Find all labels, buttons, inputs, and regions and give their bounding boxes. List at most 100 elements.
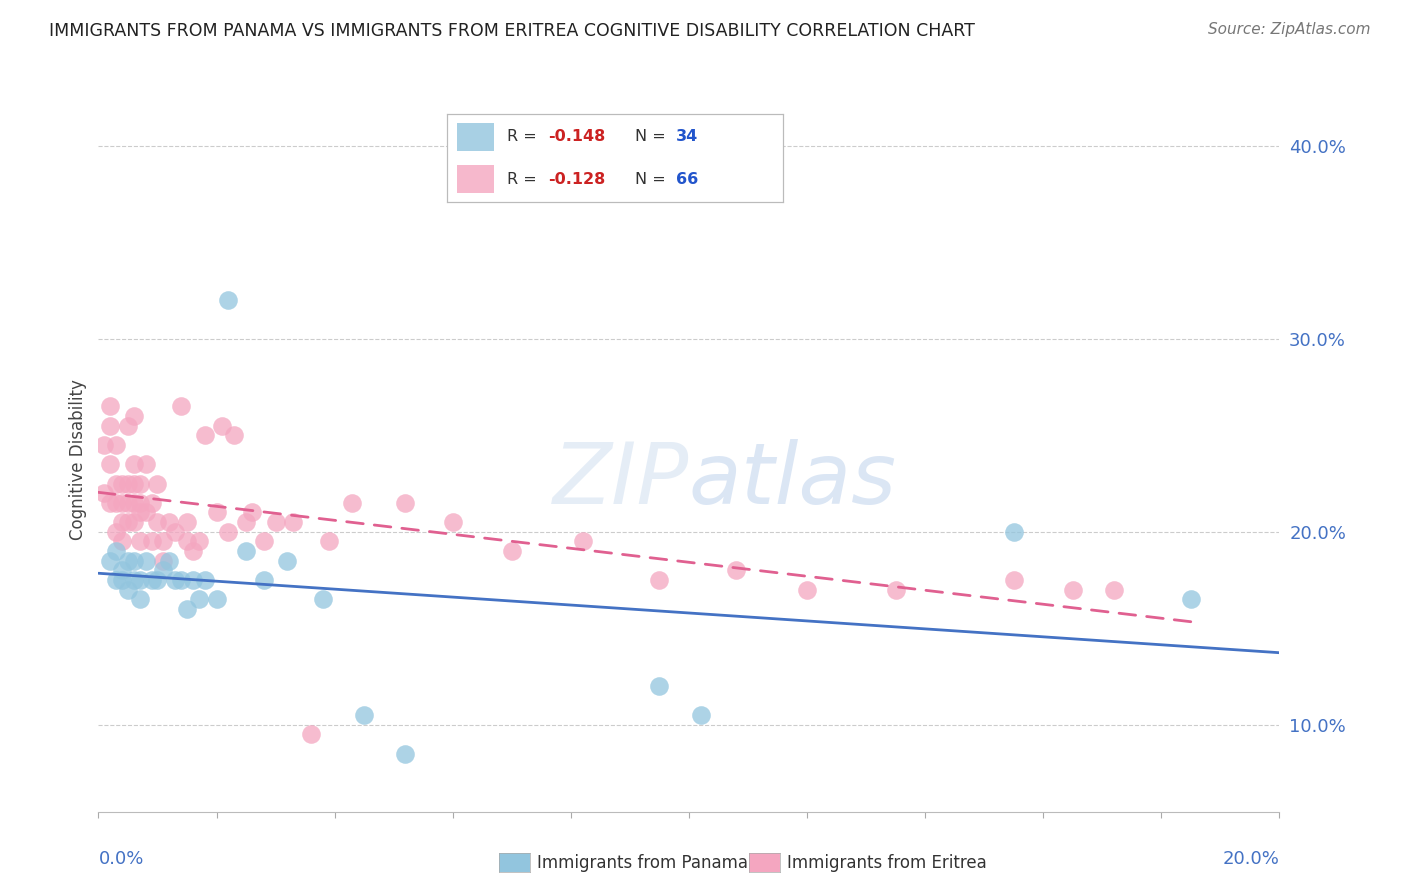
Point — [235, 515, 257, 529]
Point — [122, 573, 145, 587]
Point — [117, 476, 139, 491]
Point — [187, 534, 209, 549]
Text: Immigrants from Panama: Immigrants from Panama — [537, 854, 748, 871]
Point — [146, 476, 169, 491]
Point — [181, 573, 204, 587]
Point — [105, 573, 128, 587]
Point — [441, 515, 464, 529]
Point — [157, 515, 180, 529]
Point — [1002, 573, 1025, 587]
Point — [187, 592, 209, 607]
Point — [205, 506, 228, 520]
Point — [217, 293, 239, 307]
Point — [1180, 592, 1202, 607]
Point — [105, 544, 128, 558]
Point — [318, 534, 340, 549]
Point — [117, 418, 139, 433]
Point — [394, 496, 416, 510]
Point — [165, 573, 187, 587]
Point — [128, 534, 150, 549]
Point — [264, 515, 287, 529]
Point — [152, 534, 174, 549]
Point — [176, 534, 198, 549]
Point — [117, 496, 139, 510]
Point — [141, 496, 163, 510]
Point — [253, 573, 276, 587]
Point — [98, 418, 121, 433]
Point — [235, 544, 257, 558]
Point — [176, 515, 198, 529]
Point — [152, 554, 174, 568]
Point — [157, 554, 180, 568]
Point — [117, 515, 139, 529]
Point — [141, 534, 163, 549]
Point — [571, 534, 593, 549]
Point — [122, 476, 145, 491]
Text: Source: ZipAtlas.com: Source: ZipAtlas.com — [1208, 22, 1371, 37]
Point — [240, 506, 263, 520]
Point — [146, 573, 169, 587]
Point — [111, 515, 134, 529]
Point — [1002, 524, 1025, 539]
Point — [111, 496, 134, 510]
Point — [283, 515, 305, 529]
Point — [135, 457, 157, 471]
Point — [299, 727, 322, 741]
Text: 0.0%: 0.0% — [98, 850, 143, 869]
Point — [152, 563, 174, 577]
Point — [884, 582, 907, 597]
Point — [93, 438, 115, 452]
Point — [105, 476, 128, 491]
Point — [98, 496, 121, 510]
Point — [501, 544, 523, 558]
Point — [141, 573, 163, 587]
Point — [122, 515, 145, 529]
Point — [205, 592, 228, 607]
Point — [342, 496, 364, 510]
Point — [170, 573, 193, 587]
Point — [135, 506, 157, 520]
Point — [224, 428, 246, 442]
Point — [170, 399, 193, 413]
Point — [217, 524, 239, 539]
Point — [165, 524, 187, 539]
Point — [117, 554, 139, 568]
Point — [194, 428, 217, 442]
Point — [98, 457, 121, 471]
Point — [122, 457, 145, 471]
Point — [194, 573, 217, 587]
Point — [122, 409, 145, 423]
Point — [117, 582, 139, 597]
Point — [176, 602, 198, 616]
Point — [122, 554, 145, 568]
Point — [181, 544, 204, 558]
Point — [111, 534, 134, 549]
Point — [105, 524, 128, 539]
Text: ZIP: ZIP — [553, 439, 689, 522]
Point — [128, 496, 150, 510]
Point — [111, 573, 134, 587]
Point — [146, 515, 169, 529]
Point — [1102, 582, 1125, 597]
Text: IMMIGRANTS FROM PANAMA VS IMMIGRANTS FROM ERITREA COGNITIVE DISABILITY CORRELATI: IMMIGRANTS FROM PANAMA VS IMMIGRANTS FRO… — [49, 22, 976, 40]
Point — [98, 554, 121, 568]
Point — [253, 534, 276, 549]
Point — [105, 496, 128, 510]
Text: atlas: atlas — [689, 439, 897, 522]
Point — [122, 496, 145, 510]
Point — [725, 563, 748, 577]
Point — [128, 592, 150, 607]
Point — [276, 554, 298, 568]
Point — [353, 708, 375, 723]
Point — [93, 486, 115, 500]
Point — [312, 592, 335, 607]
Point — [689, 708, 711, 723]
Point — [135, 554, 157, 568]
Point — [111, 563, 134, 577]
Point — [111, 476, 134, 491]
Point — [648, 679, 671, 693]
Point — [128, 573, 150, 587]
Point — [105, 438, 128, 452]
Y-axis label: Cognitive Disability: Cognitive Disability — [69, 379, 87, 540]
Point — [648, 573, 671, 587]
